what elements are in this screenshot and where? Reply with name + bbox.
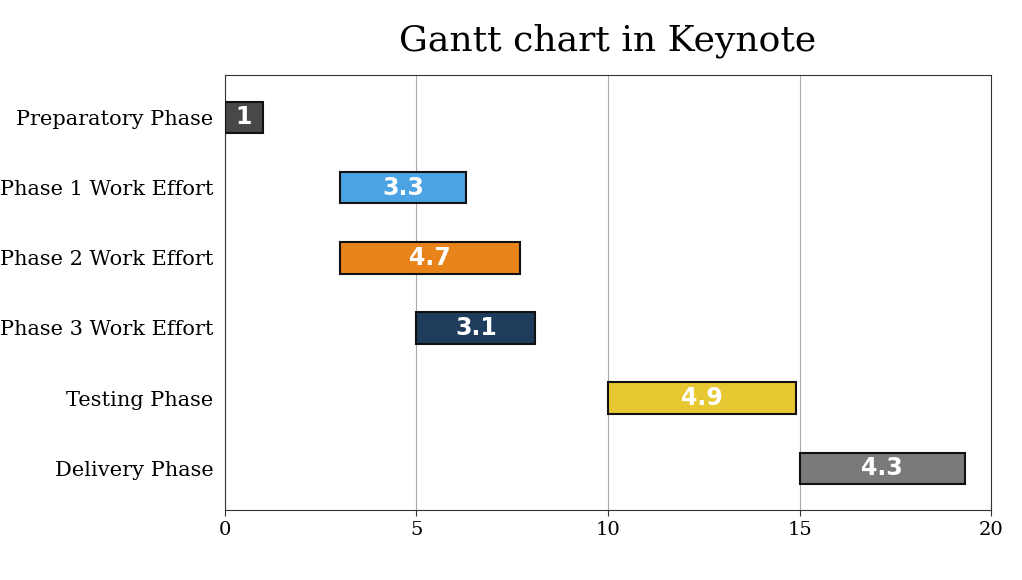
Text: 4.9: 4.9: [681, 386, 723, 410]
Bar: [799, 452, 965, 484]
Text: 4.7: 4.7: [409, 246, 451, 270]
Text: 3.1: 3.1: [455, 316, 497, 340]
Bar: [339, 172, 466, 204]
Text: 3.3: 3.3: [382, 176, 424, 200]
Bar: [608, 382, 796, 414]
Text: 4.3: 4.3: [862, 456, 903, 480]
Bar: [417, 312, 536, 344]
Bar: [225, 102, 264, 133]
Text: 1: 1: [236, 106, 252, 129]
Title: Gantt chart in Keynote: Gantt chart in Keynote: [400, 23, 817, 58]
Bar: [339, 242, 520, 274]
